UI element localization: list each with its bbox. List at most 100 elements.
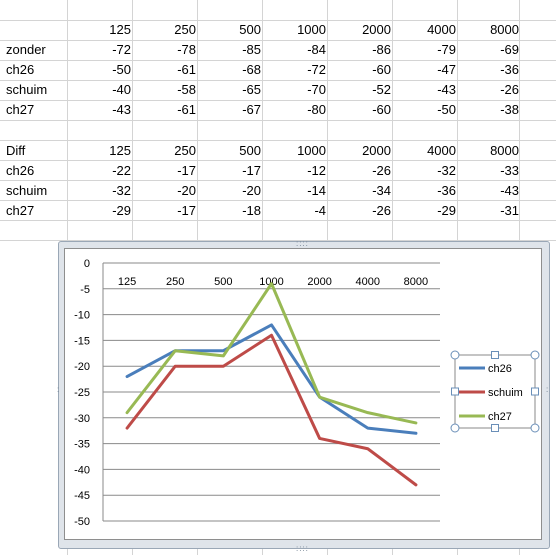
table1-cell[interactable]: -72: [112, 42, 131, 57]
table1-row-label[interactable]: zonder: [6, 42, 46, 57]
table2-cell[interactable]: -22: [112, 163, 131, 178]
table2-cell[interactable]: -20: [242, 183, 261, 198]
x-tick-label: 250: [166, 276, 184, 288]
legend-resize-handle[interactable]: [530, 350, 540, 360]
legend-resize-handle[interactable]: [451, 387, 459, 396]
table2-title[interactable]: Diff: [6, 143, 26, 158]
table1-cell[interactable]: -78: [177, 42, 196, 57]
y-tick-label: -20: [74, 361, 90, 373]
table1-header-cell[interactable]: 2000: [362, 22, 391, 37]
table1-cell[interactable]: -70: [307, 82, 326, 97]
chart-resize-handle-left[interactable]: :: [57, 385, 61, 394]
table2-cell[interactable]: -17: [242, 163, 261, 178]
series-line-ch27[interactable]: [125, 282, 418, 425]
table1-header-cell[interactable]: 250: [174, 22, 196, 37]
table2-cell[interactable]: -43: [500, 183, 519, 198]
table2-cell[interactable]: -31: [500, 203, 519, 218]
series-line-schuim[interactable]: [125, 333, 418, 487]
table1-header-cell[interactable]: 4000: [427, 22, 456, 37]
legend-resize-handle[interactable]: [531, 387, 539, 396]
table2-cell[interactable]: -20: [177, 183, 196, 198]
legend-resize-handle[interactable]: [491, 424, 499, 432]
table2-cell[interactable]: -32: [112, 183, 131, 198]
table1-cell[interactable]: -84: [307, 42, 326, 57]
table1-cell[interactable]: -58: [177, 82, 196, 97]
table2-cell[interactable]: -4: [314, 203, 326, 218]
chart-legend[interactable]: ch26 schuim ch27: [450, 350, 540, 433]
table2-cell[interactable]: -18: [242, 203, 261, 218]
table2-cell[interactable]: -34: [372, 183, 391, 198]
legend-resize-handle[interactable]: [450, 350, 460, 360]
table1-header-cell[interactable]: 125: [109, 22, 131, 37]
table1-cell[interactable]: -60: [372, 102, 391, 117]
table1-cell[interactable]: -43: [112, 102, 131, 117]
y-tick-label: -25: [74, 387, 90, 399]
table1-cell[interactable]: -60: [372, 62, 391, 77]
table2-header-cell[interactable]: 125: [109, 143, 131, 158]
table2-cell[interactable]: -26: [372, 163, 391, 178]
y-axis-tick-labels: 0 -5 -10 -15 -20 -25 -30 -35 -40 -45 -50: [74, 258, 90, 528]
table1-cell[interactable]: -61: [177, 62, 196, 77]
table1-header-cell[interactable]: 1000: [297, 22, 326, 37]
table1-cell[interactable]: -26: [500, 82, 519, 97]
legend-resize-handle[interactable]: [491, 351, 499, 359]
table2-cell[interactable]: -33: [500, 163, 519, 178]
table1-cell[interactable]: -72: [307, 62, 326, 77]
table2-row-label[interactable]: ch26: [6, 163, 35, 178]
x-tick-label: 8000: [404, 276, 428, 288]
chart-resize-handle-bottom[interactable]: ::::: [296, 544, 309, 553]
chart-resize-handle-top[interactable]: ::::: [296, 239, 309, 248]
table2-cell[interactable]: -29: [112, 203, 131, 218]
chart-resize-handle-right[interactable]: :: [546, 385, 550, 394]
table1-cell[interactable]: -43: [437, 82, 456, 97]
table1-cell[interactable]: -50: [437, 102, 456, 117]
table1-header-cell[interactable]: 8000: [490, 22, 519, 37]
table2-cell[interactable]: -32: [437, 163, 456, 178]
table2-cell[interactable]: -12: [307, 163, 326, 178]
table2-cell[interactable]: -17: [177, 203, 196, 218]
table1-cell[interactable]: -36: [500, 62, 519, 77]
series-line-ch26[interactable]: [125, 323, 418, 435]
x-tick-label: 1000: [259, 276, 283, 288]
table1-cell[interactable]: -52: [372, 82, 391, 97]
table1-cell[interactable]: -61: [177, 102, 196, 117]
table2-cell[interactable]: -17: [177, 163, 196, 178]
table1-cell[interactable]: -47: [437, 62, 456, 77]
table1-cell[interactable]: -65: [242, 82, 261, 97]
table2-header-cell[interactable]: 500: [239, 143, 261, 158]
table2-cell[interactable]: -29: [437, 203, 456, 218]
table1-cell[interactable]: -38: [500, 102, 519, 117]
table1-row-label[interactable]: ch26: [6, 62, 35, 77]
table1-row-label[interactable]: schuim: [6, 82, 48, 97]
legend-resize-handle[interactable]: [450, 423, 460, 433]
table2-cell[interactable]: -36: [437, 183, 456, 198]
table1-cell[interactable]: -69: [500, 42, 519, 57]
chart-gridlines: [102, 262, 440, 522]
table1-cell[interactable]: -40: [112, 82, 131, 97]
table1-cell[interactable]: -67: [242, 102, 261, 117]
table1-row-label[interactable]: ch27: [6, 102, 35, 117]
table2-header-cell[interactable]: 8000: [490, 143, 519, 158]
table1-cell[interactable]: -80: [307, 102, 326, 117]
y-tick-label: -40: [74, 464, 90, 476]
table2-header-cell[interactable]: 2000: [362, 143, 391, 158]
table1-cell[interactable]: -50: [112, 62, 131, 77]
table2-cell[interactable]: -14: [307, 183, 326, 198]
legend-label-schuim: schuim: [488, 387, 523, 399]
table1-cell[interactable]: -79: [437, 42, 456, 57]
table2-row-label[interactable]: ch27: [6, 203, 35, 218]
y-tick-label: -5: [80, 284, 90, 296]
table1-header-cell[interactable]: 500: [239, 22, 261, 37]
table1-cell[interactable]: -86: [372, 42, 391, 57]
table2-header-cell[interactable]: 4000: [427, 143, 456, 158]
table2-row-label[interactable]: schuim: [6, 183, 48, 198]
table1-cell[interactable]: -85: [242, 42, 261, 57]
table1-cell[interactable]: -68: [242, 62, 261, 77]
legend-resize-handle[interactable]: [530, 423, 540, 433]
table2-header-cell[interactable]: 250: [174, 143, 196, 158]
x-tick-label: 125: [118, 276, 136, 288]
x-axis-tick-labels: 125 250 500 1000 2000 4000 8000: [118, 276, 428, 288]
table2-cell[interactable]: -26: [372, 203, 391, 218]
table2-header-cell[interactable]: 1000: [297, 143, 326, 158]
